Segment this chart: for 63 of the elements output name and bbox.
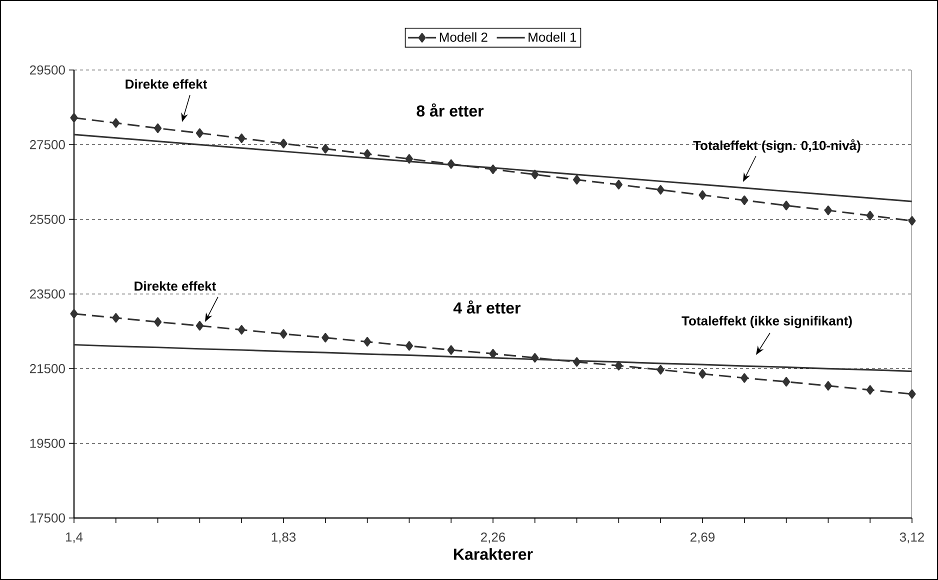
- point: [238, 325, 246, 335]
- point: [405, 341, 414, 351]
- annotation: Totaleffekt (sign. 0,10-nivå): [693, 139, 860, 153]
- point: [154, 317, 162, 327]
- y-tick-label: 21500: [30, 364, 65, 374]
- y-tick-label: 19500: [30, 438, 65, 448]
- point: [824, 381, 832, 391]
- point: [112, 118, 120, 128]
- point: [280, 138, 288, 148]
- point: [782, 376, 790, 387]
- point: [70, 112, 78, 123]
- x-axis-title: Karakterer: [454, 548, 533, 560]
- point: [698, 190, 706, 200]
- point: [573, 357, 581, 367]
- point: [447, 159, 455, 169]
- annotation: Direkte effekt: [126, 79, 208, 89]
- point: [656, 185, 664, 195]
- y-tick-label: 27500: [30, 140, 65, 150]
- point: [824, 206, 832, 216]
- point: [322, 332, 330, 342]
- point: [364, 149, 372, 159]
- point: [614, 180, 622, 190]
- point: [196, 320, 204, 331]
- annotation: Totaleffekt (ikke signifikant): [682, 316, 852, 328]
- point: [70, 308, 78, 319]
- point: [405, 154, 414, 164]
- y-tick-label: 29500: [30, 65, 65, 75]
- point: [531, 353, 539, 363]
- x-tick-label: 3,12: [900, 532, 924, 544]
- point: [782, 200, 790, 210]
- point: [614, 360, 622, 370]
- point: [364, 336, 372, 347]
- point: [656, 364, 664, 375]
- point: [866, 210, 874, 220]
- legend-label: Modell 1: [528, 32, 576, 42]
- x-tick-label: 1,83: [272, 532, 296, 544]
- annotation: Direkte effekt: [134, 281, 216, 291]
- annotation: 8 år etter: [416, 103, 484, 117]
- point: [447, 345, 455, 355]
- point: [698, 369, 706, 379]
- point: [908, 389, 916, 399]
- y-tick-label: 23500: [30, 289, 65, 299]
- point: [112, 313, 120, 323]
- legend-label: Modell 2: [440, 32, 488, 42]
- point: [238, 134, 246, 144]
- point: [196, 128, 204, 138]
- point: [154, 123, 162, 134]
- annotation: 4 år etter: [453, 300, 521, 314]
- point: [740, 195, 748, 206]
- point: [866, 385, 874, 395]
- x-tick-label: 2,26: [481, 532, 506, 544]
- x-tick-label: 1,4: [66, 532, 83, 544]
- y-tick-label: 25500: [30, 214, 65, 224]
- x-tick-label: 2,69: [690, 532, 715, 544]
- point: [489, 164, 497, 174]
- point: [573, 174, 581, 185]
- point: [280, 329, 288, 339]
- point: [322, 144, 330, 154]
- point: [740, 373, 748, 383]
- point: [489, 348, 497, 359]
- y-tick-label: 17500: [30, 513, 65, 523]
- point: [531, 170, 539, 180]
- point: [908, 216, 916, 226]
